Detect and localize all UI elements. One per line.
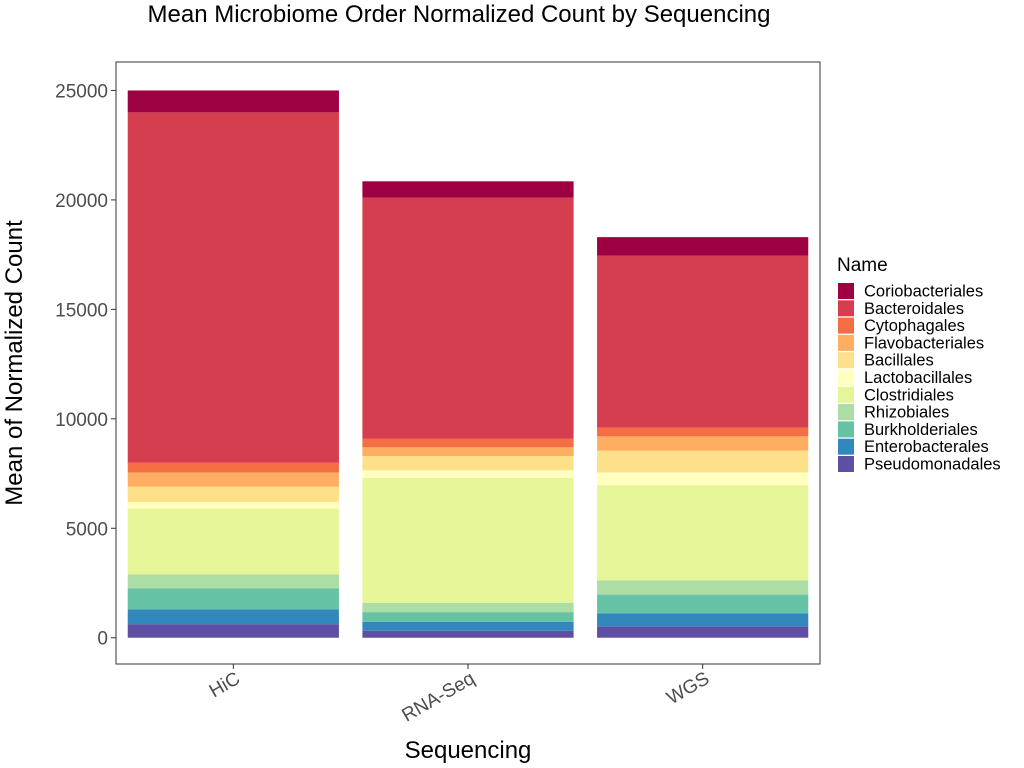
legend-label-bacteroidales: Bacteroidales [864, 300, 964, 318]
bar-segment-wgs-clostridiales [597, 485, 809, 581]
x-tick-label-rna-seq: RNA-Seq [399, 668, 479, 726]
legend-label-burkholderiales: Burkholderiales [864, 421, 978, 439]
y-tick-label: 0 [97, 629, 108, 650]
bar-segment-hic-bacteroidales [127, 112, 339, 463]
bar-segment-hic-lactobacillales [127, 502, 339, 509]
legend-label-rhizobiales: Rhizobiales [864, 404, 949, 422]
legend-key-lactobacillales [838, 369, 854, 386]
bar-segment-rna-seq-cytophagales [362, 438, 574, 448]
y-axis: 0 5000 10000 15000 20000 25000 [55, 81, 116, 650]
bar-segment-hic-pseudomonadales [127, 624, 339, 638]
bar-segment-wgs-bacteroidales [597, 255, 809, 428]
bar-segment-rna-seq-bacillales [362, 456, 574, 471]
y-axis-title: Mean of Normalized Count [1, 220, 28, 506]
legend-key-clostridiales [838, 386, 854, 403]
legend-key-flavobacteriales [838, 334, 854, 351]
legend-label-bacillales: Bacillales [864, 352, 934, 370]
bars-layer [127, 90, 809, 638]
legend: Name CoriobacterialesBacteroidalesCytoph… [837, 255, 1001, 474]
bar-segment-rna-seq-rhizobiales [362, 602, 574, 613]
bar-segment-rna-seq-clostridiales [362, 477, 574, 603]
bar-segment-rna-seq-coriobacteriales [362, 181, 574, 198]
y-tick-label: 15000 [55, 300, 108, 321]
chart-title: Mean Microbiome Order Normalized Count b… [148, 1, 771, 28]
legend-label-coriobacteriales: Coriobacteriales [864, 283, 983, 301]
x-axis: HiC RNA-Seq WGS [206, 664, 713, 726]
legend-key-rhizobiales [838, 404, 854, 421]
legend-key-pseudomonadales [838, 456, 854, 472]
bar-segment-wgs-pseudomonadales [597, 626, 809, 638]
legend-label-clostridiales: Clostridiales [864, 386, 954, 404]
legend-key-burkholderiales [838, 421, 854, 438]
y-tick-label: 5000 [66, 519, 108, 540]
bar-segment-hic-flavobacteriales [127, 472, 339, 487]
bar-segment-wgs-bacillales [597, 450, 809, 473]
bar-segment-hic-enterobacterales [127, 609, 339, 625]
legend-key-coriobacteriales [838, 283, 854, 299]
legend-title: Name [837, 255, 888, 276]
y-tick-label: 10000 [55, 410, 108, 431]
bar-segment-rna-seq-bacteroidales [362, 197, 574, 439]
bar-segment-hic-clostridiales [127, 508, 339, 575]
bar-segment-wgs-lactobacillales [597, 472, 809, 486]
x-tick-label-hic: HiC [206, 668, 244, 702]
legend-label-pseudomonadales: Pseudomonadales [864, 456, 1001, 474]
legend-label-lactobacillales: Lactobacillales [864, 369, 972, 387]
bar-segment-wgs-cytophagales [597, 427, 809, 437]
legend-key-cytophagales [838, 317, 854, 334]
bar-segment-wgs-coriobacteriales [597, 237, 809, 256]
bar-segment-wgs-rhizobiales [597, 580, 809, 595]
bar-segment-hic-coriobacteriales [127, 90, 339, 113]
bar-segment-hic-cytophagales [127, 462, 339, 473]
bar-segment-rna-seq-pseudomonadales [362, 630, 574, 638]
legend-label-cytophagales: Cytophagales [864, 317, 965, 335]
legend-label-enterobacterales: Enterobacterales [864, 438, 989, 456]
bar-segment-rna-seq-lactobacillales [362, 470, 574, 478]
bar-segment-hic-rhizobiales [127, 574, 339, 589]
bar-segment-rna-seq-enterobacterales [362, 621, 574, 631]
bar-segment-wgs-flavobacteriales [597, 436, 809, 451]
legend-key-bacillales [838, 352, 854, 369]
x-axis-title: Sequencing [405, 737, 532, 764]
y-tick-label: 20000 [55, 191, 108, 212]
legend-key-bacteroidales [838, 300, 854, 317]
y-tick-label: 25000 [55, 81, 108, 102]
bar-segment-rna-seq-flavobacteriales [362, 447, 574, 457]
bar-segment-rna-seq-burkholderiales [362, 612, 574, 622]
x-tick-label-wgs: WGS [663, 668, 713, 709]
legend-label-flavobacteriales: Flavobacteriales [864, 334, 984, 352]
legend-key-enterobacterales [838, 438, 854, 455]
bar-segment-hic-burkholderiales [127, 588, 339, 610]
bar-segment-wgs-burkholderiales [597, 594, 809, 614]
bar-segment-hic-bacillales [127, 486, 339, 502]
bar-segment-wgs-enterobacterales [597, 613, 809, 627]
